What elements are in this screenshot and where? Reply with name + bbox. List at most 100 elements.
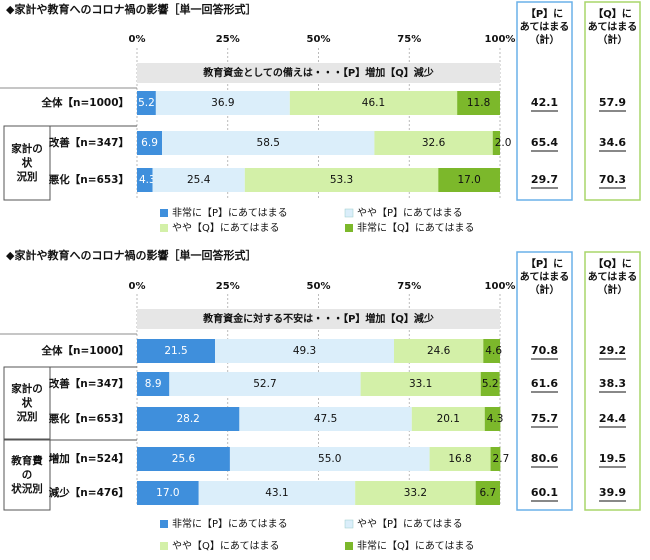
bar-segment-1 <box>137 372 170 396</box>
bar-segment-4 <box>480 372 500 396</box>
axis-tick-label: 25% <box>216 34 240 45</box>
data-label: 20.1 <box>437 413 460 425</box>
legend-swatch <box>345 542 353 550</box>
bar-row: 悪化【n=653】 4.3 25.4 53.3 17.0 29.7 70.3 <box>49 168 626 192</box>
summary-q-value: 39.9 <box>599 486 626 499</box>
bar-segment-2 <box>162 131 375 155</box>
summary-q-header: あてはまる <box>588 20 638 33</box>
summary-p-header: あてはまる <box>520 20 570 33</box>
data-label: 8.9 <box>145 378 162 390</box>
legend-label: やや【Q】にあてはまる <box>172 222 279 234</box>
summary-p-value: 70.8 <box>531 344 558 357</box>
data-label: 5.2 <box>482 378 499 390</box>
summary-p-value: 80.6 <box>531 452 558 465</box>
chart-subtitle: 教育資金としての備えは・・・【P】増加【Q】減少 <box>202 66 434 79</box>
summary-p-value: 61.6 <box>531 377 558 390</box>
bar-row: 改善【n=347】 6.9 58.5 32.6 2.0 65.4 34.6 <box>49 131 626 155</box>
axis-tick-label: 100% <box>485 34 516 45</box>
bar-segment-3 <box>411 407 485 431</box>
summary-p-value: 65.4 <box>531 136 558 149</box>
data-label: 11.8 <box>467 97 490 109</box>
group-label: 状況別 <box>11 482 43 495</box>
group-label: 況別 <box>17 170 38 183</box>
axis-tick-label: 75% <box>397 281 421 292</box>
summary-p-value: 42.1 <box>531 96 558 109</box>
summary-p-header: 【P】に <box>526 257 563 270</box>
bar-row: 改善【n=347】 8.9 52.7 33.1 5.2 61.6 38.3 <box>49 372 626 396</box>
legend-label: 非常に【Q】にあてはまる <box>357 539 474 552</box>
data-label: 46.1 <box>362 97 385 109</box>
data-label: 2.7 <box>493 453 510 465</box>
bar-segment-4 <box>438 168 500 192</box>
summary-q-value: 19.5 <box>599 452 626 465</box>
summary-q-header: （計） <box>598 33 628 46</box>
data-label: 17.0 <box>457 174 480 186</box>
bar-segment-2 <box>152 168 245 192</box>
chart-title: ◆家計や教育へのコロナ禍の影響［単一回答形式］ <box>6 2 256 16</box>
summary-q-value: 57.9 <box>599 96 626 109</box>
bar-segment-4 <box>475 481 500 505</box>
row-label: 悪化【n=653】 <box>49 173 129 186</box>
group-label: 状 <box>22 156 33 169</box>
group-label: 状 <box>22 396 33 409</box>
bar-segment-4 <box>484 407 501 431</box>
data-label: 47.5 <box>314 413 337 425</box>
legend-swatch <box>345 224 353 232</box>
legend-swatch <box>160 209 168 217</box>
summary-p-value: 29.7 <box>531 173 558 186</box>
summary-p-header: 【P】に <box>526 7 563 20</box>
bar-segment-4 <box>492 131 500 155</box>
data-label: 6.7 <box>479 487 496 499</box>
data-label: 6.9 <box>141 137 158 149</box>
summary-p-panel <box>516 251 573 511</box>
data-label: 2.0 <box>495 137 512 149</box>
data-label: 4.3 <box>139 174 156 186</box>
summary-p-panel <box>516 1 573 201</box>
data-label: 21.5 <box>164 345 187 357</box>
legend-swatch <box>160 542 168 550</box>
bar-segment-4 <box>457 91 500 115</box>
data-label: 4.6 <box>485 345 502 357</box>
group-label: 家計の <box>11 142 43 155</box>
data-label: 43.1 <box>265 487 288 499</box>
group-label: 教育費 <box>10 454 43 467</box>
bar-segment-2 <box>169 372 361 396</box>
data-label: 17.0 <box>156 487 179 499</box>
axis-tick-label: 0% <box>129 281 146 292</box>
bar-row: 増加【n=524】 25.6 55.0 16.8 2.7 80.6 19.5 <box>49 447 626 471</box>
row-label: 減少【n=476】 <box>49 486 129 499</box>
data-label: 55.0 <box>318 453 341 465</box>
bar-segment-3 <box>289 91 458 115</box>
summary-q-header: あてはまる <box>588 270 638 283</box>
bar-segment-3 <box>374 131 493 155</box>
legend-label: やや【Q】にあてはまる <box>172 540 279 552</box>
data-label: 4.3 <box>487 413 504 425</box>
summary-q-panel <box>584 1 641 201</box>
data-label: 28.2 <box>176 413 199 425</box>
summary-p-header: （計） <box>530 283 560 296</box>
axis-tick-label: 25% <box>216 281 240 292</box>
axis-tick-label: 0% <box>129 34 146 45</box>
bar-row: 全体【n=1000】 21.5 49.3 24.6 4.6 70.8 29.2 <box>41 339 626 363</box>
legend-label: やや【P】にあてはまる <box>357 207 463 219</box>
summary-p-value: 60.1 <box>531 486 558 499</box>
bar-row: 悪化【n=653】 28.2 47.5 20.1 4.3 75.7 24.4 <box>49 407 626 431</box>
data-label: 25.4 <box>187 174 211 186</box>
summary-p-header: あてはまる <box>520 270 570 283</box>
summary-q-value: 34.6 <box>599 136 626 149</box>
bar-segment-3 <box>244 168 439 192</box>
bar-row: 減少【n=476】 17.0 43.1 33.2 6.7 60.1 39.9 <box>49 481 626 505</box>
bar-segment-1 <box>137 407 240 431</box>
data-label: 32.6 <box>422 137 446 149</box>
legend-swatch <box>344 208 354 218</box>
legend-label: やや【P】にあてはまる <box>357 518 463 530</box>
group-label: 況別 <box>17 410 38 423</box>
summary-q-header: 【Q】に <box>593 257 632 270</box>
data-label: 36.9 <box>211 97 234 109</box>
bar-segment-2 <box>239 407 412 431</box>
axis-tick-label: 50% <box>307 34 331 45</box>
chart-1: ◆家計や教育へのコロナ禍の影響［単一回答形式］ 【P】にあてはまる（計）【Q】にあ… <box>0 1 641 234</box>
summary-q-value: 38.3 <box>599 377 626 390</box>
data-label: 58.5 <box>257 137 280 149</box>
